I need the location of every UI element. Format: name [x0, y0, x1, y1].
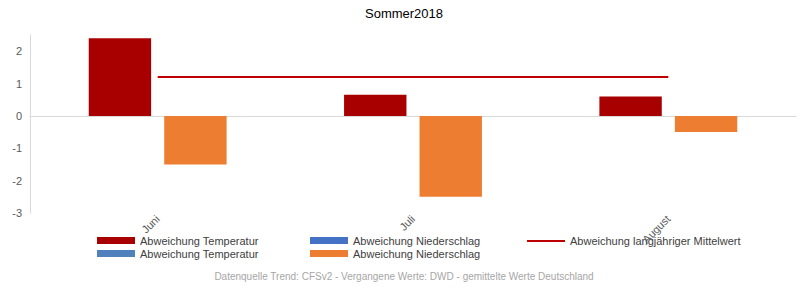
- svg-text:Datenquelle Trend: CFSv2 - Ver: Datenquelle Trend: CFSv2 - Vergangene We…: [214, 271, 593, 282]
- svg-text:Juli: Juli: [397, 213, 417, 233]
- svg-text:Abweichung Niederschlag: Abweichung Niederschlag: [353, 248, 480, 260]
- svg-text:2: 2: [16, 45, 22, 57]
- svg-text:-1: -1: [12, 142, 22, 154]
- svg-text:-3: -3: [12, 207, 22, 219]
- svg-text:Abweichung Temperatur: Abweichung Temperatur: [140, 248, 259, 260]
- svg-text:Sommer2018: Sommer2018: [365, 6, 443, 21]
- svg-text:1: 1: [16, 78, 22, 90]
- svg-text:August: August: [640, 213, 673, 246]
- svg-text:Abweichung langjähriger Mittel: Abweichung langjähriger Mittelwert: [570, 235, 741, 247]
- svg-text:Abweichung Niederschlag: Abweichung Niederschlag: [353, 235, 480, 247]
- svg-text:Abweichung Temperatur: Abweichung Temperatur: [140, 235, 259, 247]
- svg-text:Juni: Juni: [139, 213, 162, 236]
- svg-text:-2: -2: [12, 175, 22, 187]
- svg-text:0: 0: [16, 110, 22, 122]
